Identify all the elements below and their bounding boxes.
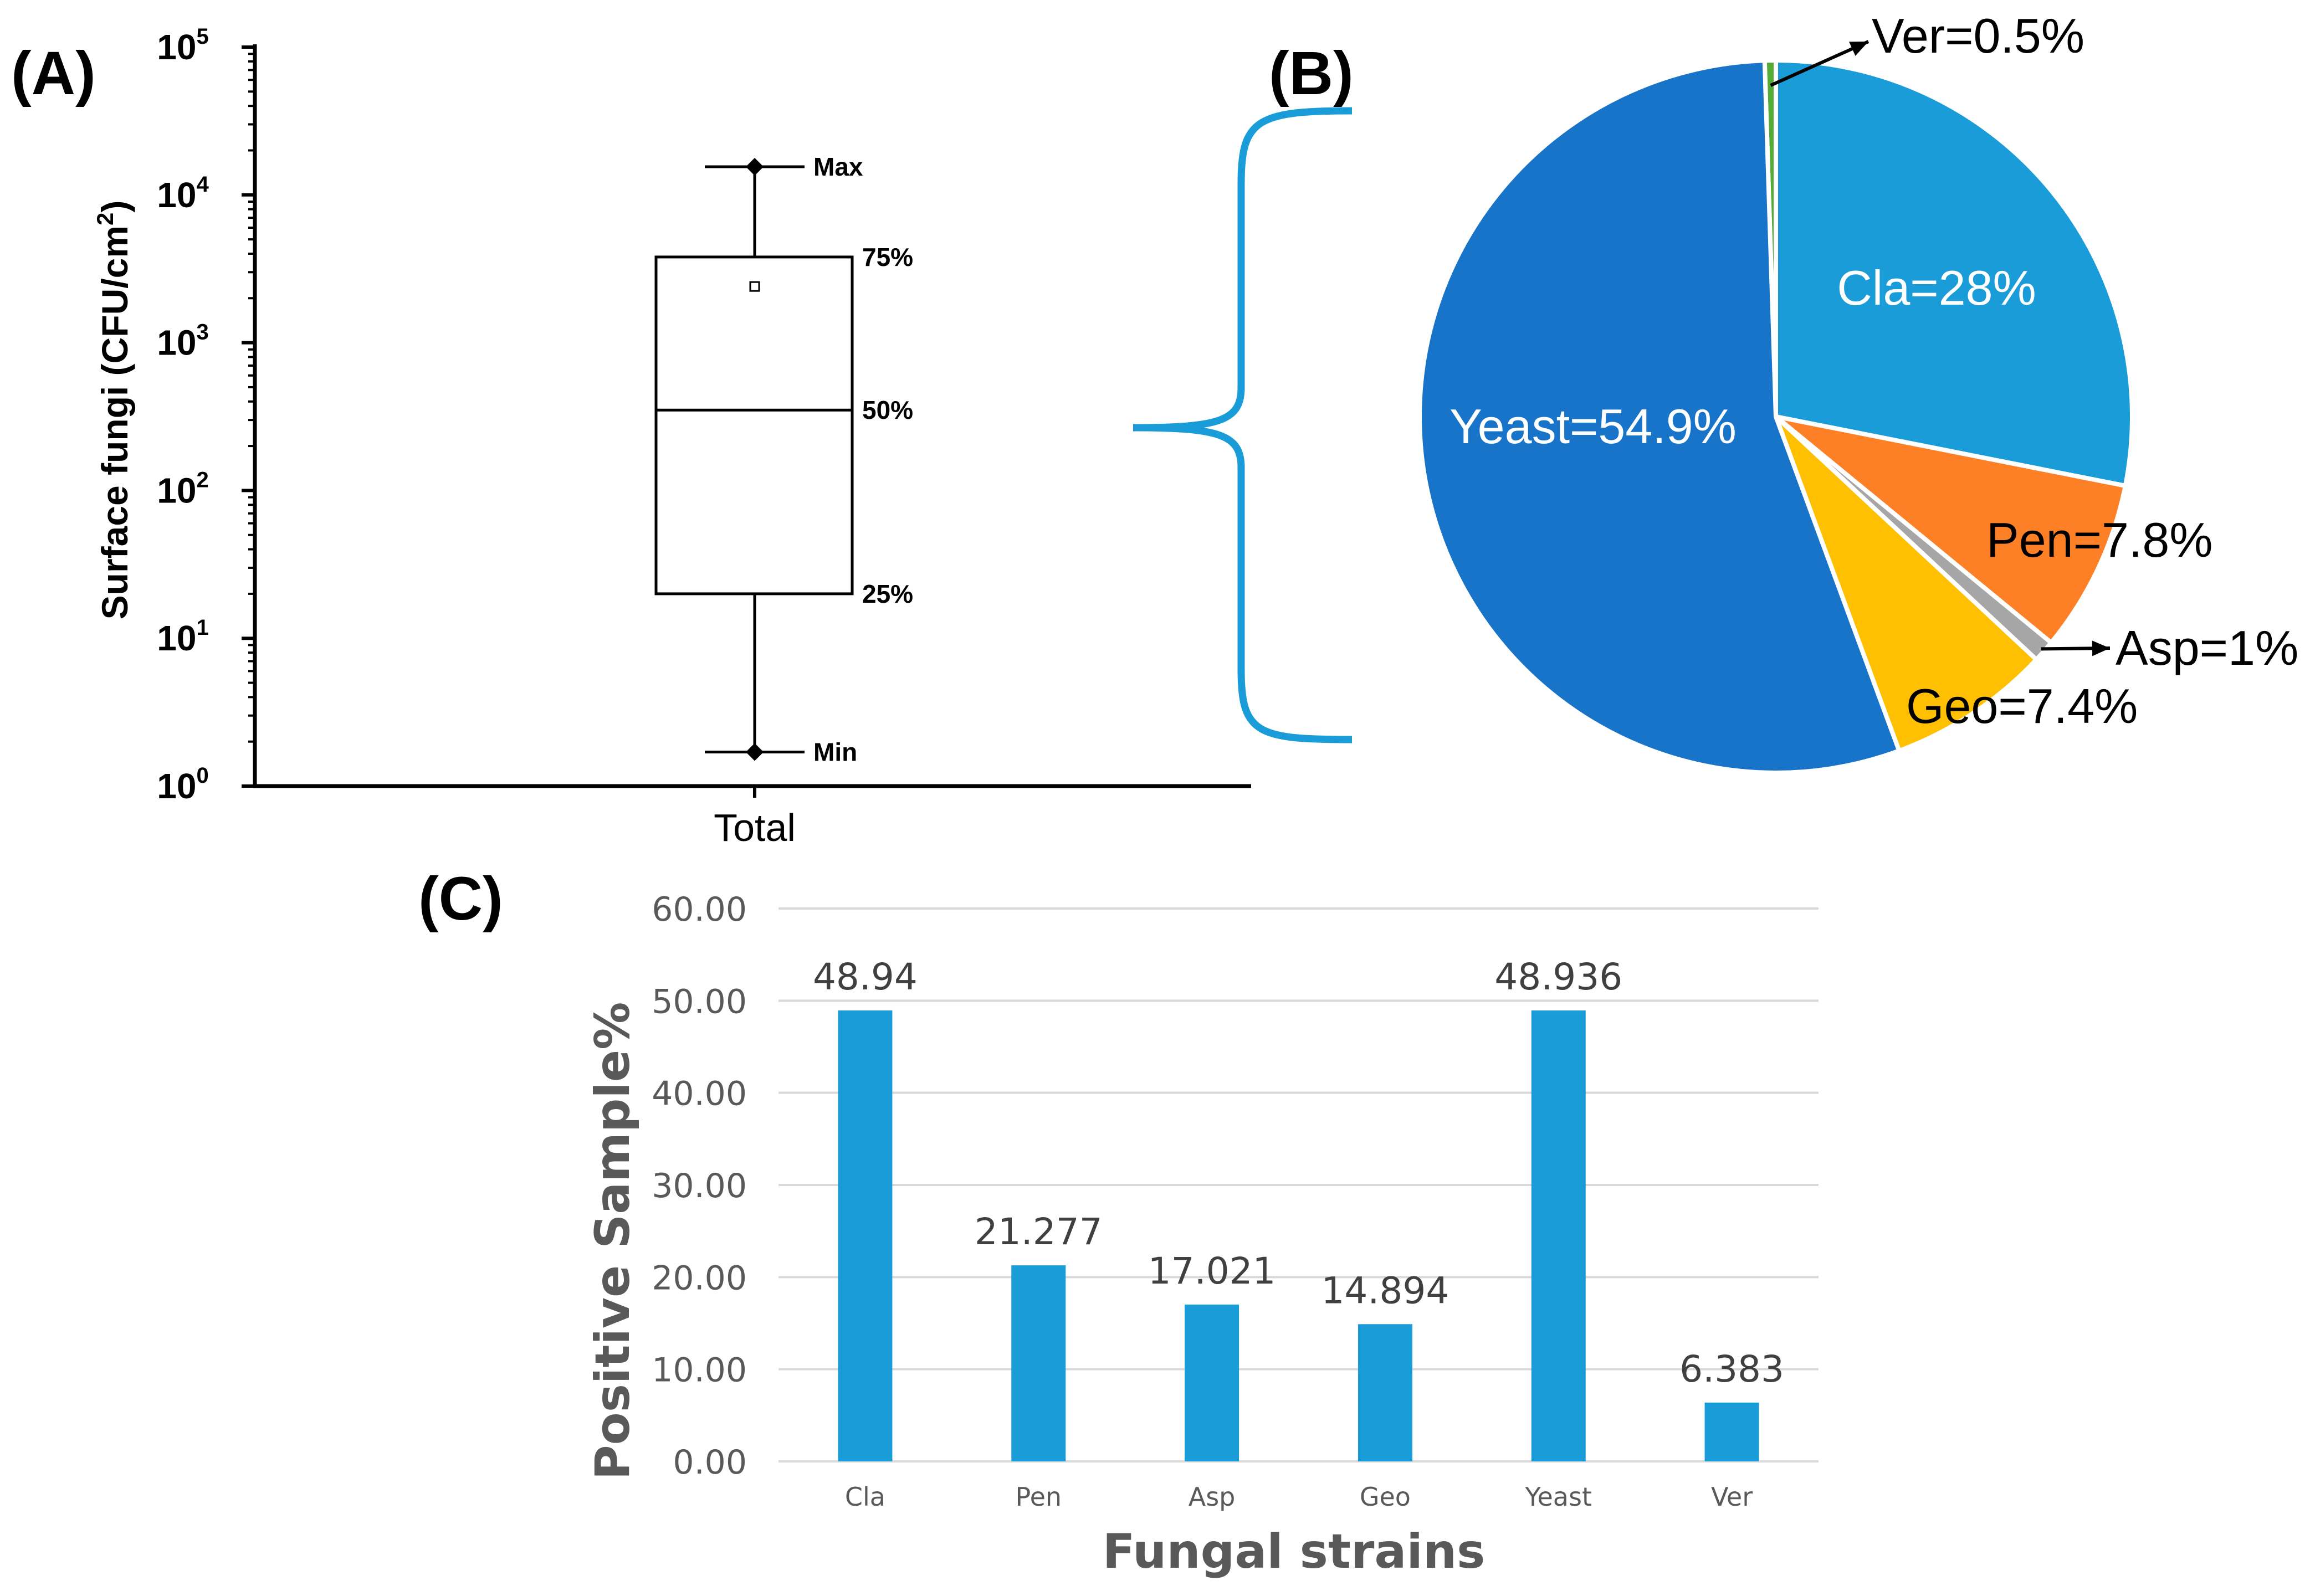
panel-label-a: (A) <box>11 39 96 107</box>
pie-slice-yeast <box>1417 58 1902 775</box>
pie-slice-geo <box>1774 415 2040 754</box>
pie-slice-pen <box>1774 414 2128 646</box>
c-x-tick-label: Ver <box>1711 1482 1753 1512</box>
c-x-tick-label: Geo <box>1360 1482 1411 1512</box>
pie-label-cla: Cla=28% <box>1837 260 2036 315</box>
c-data-label: 48.94 <box>813 956 918 998</box>
a-mean-marker <box>749 281 760 292</box>
c-data-label: 17.021 <box>1148 1250 1276 1292</box>
a-q3-label: 75% <box>862 243 913 271</box>
c-y-axis-title: Positive Sample% <box>585 1002 641 1480</box>
c-gridlines <box>778 907 1819 1462</box>
a-max-label: Max <box>813 152 863 181</box>
pie-slice-cla <box>1774 58 2134 489</box>
a-y-tick-labels: 100 101 102 103 104 105 <box>157 24 209 806</box>
c-y-tick-label: 50.00 <box>652 982 747 1021</box>
c-bar-cla <box>838 1010 893 1461</box>
a-max-marker <box>746 158 764 176</box>
pie-asp-arrowhead <box>2092 640 2110 656</box>
c-bar-yeast <box>1531 1010 1586 1461</box>
pie-label-asp: Asp=1% <box>2116 620 2298 675</box>
pie-label-ver: Ver=0.5% <box>1872 8 2084 63</box>
pie-ver-leader <box>1770 40 1869 87</box>
c-x-axis-title: Fungal strains <box>1103 1524 1486 1579</box>
pie-chart: Cla=28% Yeast=54.9% Pen=7.8% Geo=7.4% Ver=0.… <box>1417 8 2298 775</box>
c-y-tick-label: 10.00 <box>652 1351 747 1390</box>
c-data-label: 21.277 <box>975 1210 1103 1253</box>
c-data-label: 48.936 <box>1494 956 1622 998</box>
c-data-label: 14.894 <box>1321 1269 1449 1312</box>
c-bar-geo <box>1358 1324 1412 1461</box>
pie-label-geo: Geo=7.4% <box>1906 679 2138 733</box>
a-y-tick-label: 105 <box>157 24 208 67</box>
c-bars: 48.94 21.277 17.021 14.894 48.936 6.383 <box>813 956 1784 1461</box>
a-median-label: 50% <box>862 396 913 424</box>
c-x-tick-labels: Cla Pen Asp Geo Yeast Ver <box>845 1482 1753 1512</box>
a-y-tick-label: 101 <box>157 615 208 658</box>
c-y-tick-label: 20.00 <box>652 1259 747 1297</box>
c-bar-asp <box>1185 1304 1239 1461</box>
a-box <box>654 255 854 596</box>
a-min-marker <box>746 743 764 761</box>
c-x-tick-label: Pen <box>1015 1482 1062 1512</box>
bracket <box>1133 107 1353 743</box>
c-bar-pen <box>1011 1265 1066 1461</box>
c-y-tick-label: 30.00 <box>652 1167 747 1205</box>
a-box-plot: Max 75% 50% 25% Min <box>654 152 913 767</box>
c-y-tick-label: 60.00 <box>652 890 747 929</box>
a-q1-label: 25% <box>862 579 913 608</box>
c-y-tick-labels: 0.00 10.00 20.00 30.00 40.00 50.00 60.00 <box>652 890 747 1482</box>
c-data-label: 6.383 <box>1679 1348 1784 1390</box>
c-y-tick-label: 0.00 <box>673 1443 747 1482</box>
pie-label-pen: Pen=7.8% <box>1986 512 2213 567</box>
a-y-tick-label: 102 <box>157 468 208 510</box>
a-y-tick-label: 104 <box>157 172 209 215</box>
panel-c: (C) 0.00 10.00 20.00 30.00 40.00 50.00 60.00 4… <box>418 865 1819 1579</box>
panel-b: (B) Cla=28% Yeast=54.9% Pen=7.8% Geo=7.4% Ve… <box>1269 8 2298 775</box>
pie-ver-arrowhead <box>1849 42 1868 56</box>
a-y-tick-label: 103 <box>157 320 208 363</box>
panel-a: (A) 100 101 102 103 104 105 Surface fungi (CF… <box>11 24 1251 849</box>
a-y-axis-title: Surface fungi (CFU/cm2) <box>92 201 135 620</box>
a-y-tick-label: 100 <box>157 763 208 806</box>
c-y-tick-label: 40.00 <box>652 1075 747 1113</box>
pie-label-yeast: Yeast=54.9% <box>1449 399 1737 454</box>
a-x-category-label: Total <box>714 806 796 849</box>
c-x-tick-label: Cla <box>845 1482 885 1512</box>
panel-label-b: (B) <box>1269 39 1354 107</box>
a-min-label: Min <box>813 738 857 767</box>
c-x-tick-label: Yeast <box>1525 1482 1592 1512</box>
panel-label-c: (C) <box>418 865 503 933</box>
a-y-ticks <box>242 45 255 788</box>
c-bar-ver <box>1704 1402 1759 1461</box>
c-x-tick-label: Asp <box>1189 1482 1236 1512</box>
